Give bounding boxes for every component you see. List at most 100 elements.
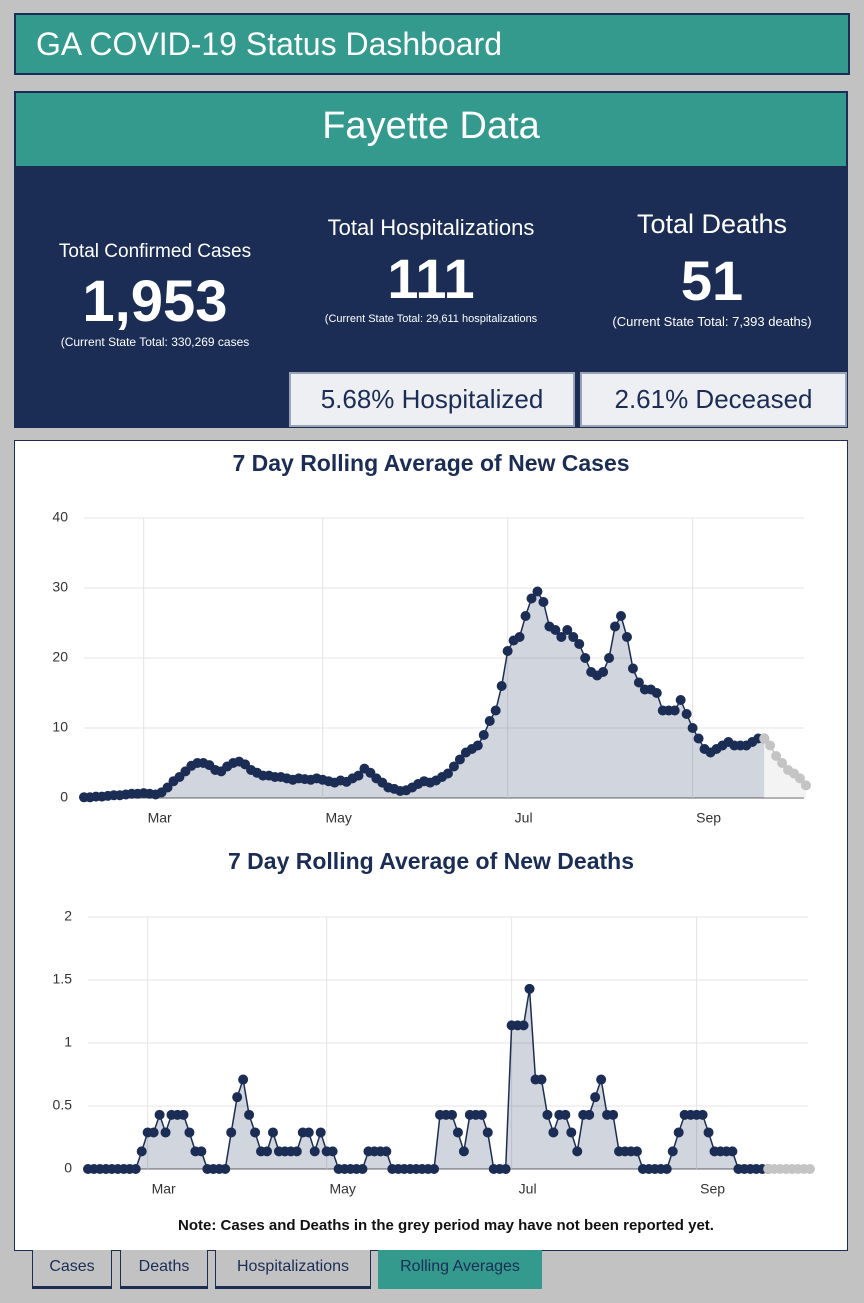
- point: [514, 632, 525, 642]
- point: [267, 1127, 278, 1138]
- point: [703, 1127, 714, 1138]
- point: [765, 740, 776, 751]
- point: [250, 1127, 261, 1138]
- point: [226, 1127, 237, 1138]
- point: [693, 733, 704, 744]
- point: [196, 1146, 207, 1157]
- point: [804, 1164, 815, 1174]
- point: [353, 770, 364, 781]
- point: [232, 1092, 243, 1103]
- y-tick-label: 20: [52, 649, 68, 665]
- point: [536, 1074, 547, 1085]
- point: [598, 667, 609, 677]
- point: [661, 1164, 672, 1174]
- stat-note: (Current State Total: 29,611 hospitaliza…: [324, 313, 538, 325]
- header: GA COVID-19 Status Dashboard: [14, 13, 850, 75]
- stat-label: Total Hospitalizations: [327, 215, 535, 240]
- point: [550, 625, 561, 635]
- point: [580, 653, 591, 663]
- point: [633, 677, 644, 688]
- tab[interactable]: Deaths: [120, 1250, 208, 1289]
- point: [502, 646, 513, 656]
- note: Note: Cases and Deaths in the grey perio…: [178, 1217, 714, 1234]
- stat-note: (Current State Total: 7,393 deaths): [612, 314, 812, 329]
- point: [590, 1092, 601, 1103]
- point: [148, 1127, 159, 1138]
- point: [357, 1164, 368, 1174]
- tab[interactable]: Cases: [32, 1250, 112, 1289]
- point: [651, 688, 662, 698]
- y-tick-label: 0: [64, 1160, 72, 1176]
- point: [136, 1146, 147, 1157]
- x-tick-label: Sep: [700, 1181, 725, 1197]
- point: [542, 1109, 553, 1120]
- point: [303, 1127, 314, 1138]
- point: [484, 716, 495, 726]
- y-tick-label: 10: [52, 719, 68, 735]
- point: [454, 754, 465, 765]
- point: [291, 1146, 302, 1157]
- x-tick-label: Jul: [515, 810, 533, 826]
- chart-panel: [14, 440, 848, 1251]
- x-tick-label: May: [325, 810, 351, 826]
- x-tick-label: Sep: [696, 810, 721, 826]
- panel-title: Fayette Data: [14, 91, 848, 167]
- ratio-box: 5.68% Hospitalized: [289, 372, 575, 427]
- point: [610, 621, 621, 632]
- point: [596, 1074, 607, 1085]
- point: [771, 751, 782, 761]
- charts: Note: Cases and Deaths in the grey perio…: [52, 450, 815, 1234]
- point: [777, 758, 788, 768]
- tab[interactable]: Hospitalizations: [215, 1250, 371, 1289]
- stat-value: 1,953: [82, 269, 228, 334]
- stat-label: Total Deaths: [636, 209, 788, 239]
- point: [560, 1109, 571, 1120]
- point: [727, 1146, 738, 1157]
- point: [446, 1109, 457, 1120]
- point: [184, 1127, 195, 1138]
- point: [627, 663, 638, 674]
- tab[interactable]: Rolling Averages: [378, 1250, 542, 1289]
- point: [532, 586, 543, 597]
- point: [309, 1146, 320, 1157]
- point: [681, 709, 692, 719]
- point: [154, 1109, 165, 1120]
- point: [673, 1127, 684, 1138]
- point: [526, 593, 537, 604]
- area: [84, 591, 765, 798]
- point: [458, 1146, 469, 1157]
- stat-label: Total Confirmed Cases: [58, 241, 252, 262]
- point: [520, 611, 531, 621]
- y-tick-label: 1.5: [53, 971, 73, 987]
- y-tick-label: 0: [60, 789, 68, 805]
- y-tick-label: 30: [52, 579, 68, 595]
- point: [178, 1109, 189, 1120]
- point: [327, 1146, 338, 1157]
- stat-note: (Current State Total: 330,269 cases: [60, 335, 250, 349]
- point: [500, 1164, 511, 1174]
- point: [675, 695, 686, 705]
- chart-title: 7 Day Rolling Average of New Cases: [232, 450, 629, 476]
- point: [584, 1109, 595, 1120]
- point: [162, 782, 173, 793]
- x-tick-label: Mar: [148, 810, 172, 826]
- point: [604, 653, 615, 663]
- point: [669, 705, 680, 716]
- point: [490, 705, 501, 716]
- point: [572, 1146, 583, 1157]
- point: [574, 639, 585, 649]
- point: [518, 1020, 529, 1031]
- stat-value: 111: [387, 247, 475, 310]
- point: [429, 1164, 440, 1174]
- point: [562, 625, 573, 635]
- point: [548, 1127, 559, 1138]
- point: [631, 1146, 642, 1157]
- ratio-box: 2.61% Deceased: [580, 372, 847, 427]
- point: [566, 1127, 577, 1138]
- point: [315, 1127, 326, 1138]
- point: [687, 723, 698, 733]
- point: [616, 611, 626, 621]
- point: [472, 740, 483, 751]
- point: [452, 1127, 463, 1138]
